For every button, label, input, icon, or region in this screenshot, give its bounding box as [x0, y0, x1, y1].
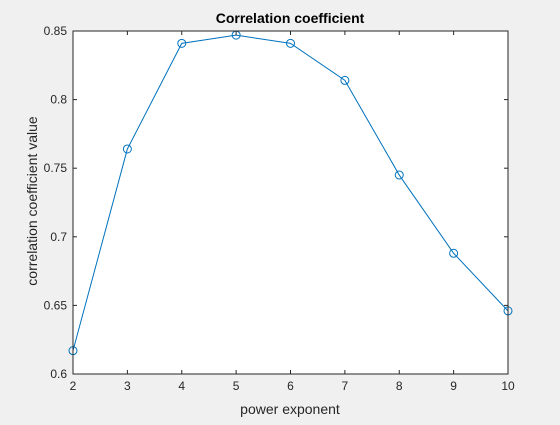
y-tick-label: 0.7 [50, 230, 67, 244]
data-point-marker [177, 38, 187, 48]
y-axis: 0.6 0.65 0.7 0.75 0.8 0.85 [44, 24, 508, 381]
x-tick-label: 6 [287, 379, 294, 393]
chart-title: Correlation coefficient [216, 10, 365, 26]
series-line [72, 34, 509, 351]
x-tick-label: 9 [450, 379, 457, 393]
x-tick-label: 2 [70, 379, 77, 393]
data-point-marker [340, 75, 350, 85]
axes-area [73, 31, 508, 374]
y-tick-label: 0.8 [50, 93, 67, 107]
x-tick-label: 4 [178, 379, 185, 393]
data-point-marker [449, 248, 459, 258]
x-tick-label: 3 [124, 379, 131, 393]
y-axis-label: correlation coefficient value [24, 116, 40, 286]
y-tick-label: 0.65 [44, 298, 68, 312]
y-tick-label: 0.85 [44, 24, 68, 38]
data-point-marker [122, 144, 132, 154]
x-tick-label: 5 [233, 379, 240, 393]
data-point-marker [394, 170, 404, 180]
y-tick-label: 0.6 [50, 367, 67, 381]
data-point-marker [286, 38, 295, 48]
x-axis: 2 3 4 5 6 7 8 9 10 [70, 31, 515, 393]
x-tick-label: 7 [342, 379, 349, 393]
y-tick-label: 0.75 [44, 161, 68, 175]
x-tick-label: 8 [396, 379, 403, 393]
x-axis-label: power exponent [240, 401, 340, 417]
x-tick-label: 10 [501, 379, 515, 393]
